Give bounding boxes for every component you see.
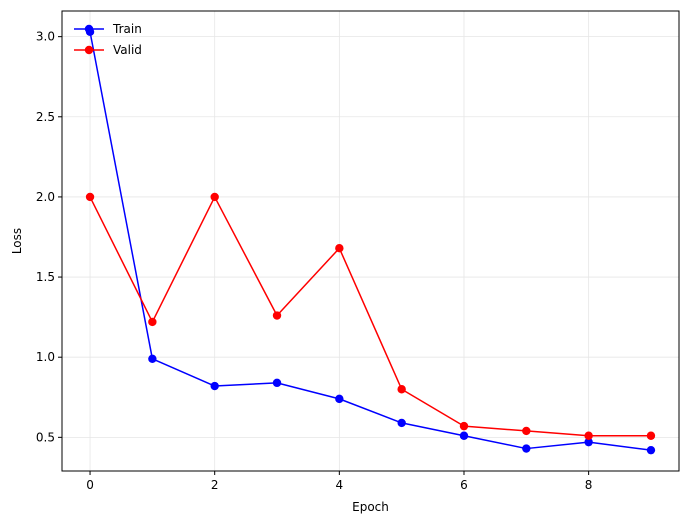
x-tick-label: 6: [460, 478, 468, 492]
train-data-point: [335, 394, 344, 404]
valid-data-point: [522, 426, 531, 436]
y-tick-label: 3.0: [36, 30, 55, 44]
train-legend-marker: [84, 24, 94, 34]
valid-data-point: [397, 385, 406, 394]
valid-data-point: [148, 317, 157, 327]
valid-data-point: [584, 431, 593, 440]
x-tick-label: 8: [585, 478, 593, 492]
x-tick-label: 4: [336, 478, 344, 492]
train-data-point: [210, 381, 219, 391]
train-data-point: [522, 444, 531, 453]
valid-data-point: [335, 244, 344, 253]
valid-data-point: [272, 311, 282, 320]
train-data-point: [459, 431, 469, 440]
y-tick-label: 0.5: [36, 430, 55, 444]
train-data-point: [148, 354, 157, 364]
train-data-point: [584, 437, 593, 447]
valid-legend-label: Valid: [113, 43, 142, 57]
x-tick-label: 2: [211, 478, 219, 492]
train-series-line: [89, 31, 652, 451]
y-tick-label: 1.5: [36, 270, 55, 284]
x-tick-label: 0: [86, 478, 94, 492]
x-axis-label: Epoch: [352, 500, 389, 514]
x-axis-ticks: 0 2 4 6 8: [86, 471, 592, 492]
valid-series-line: [89, 196, 651, 437]
valid-data-point: [459, 421, 469, 431]
train-data-point: [646, 445, 656, 455]
train-data-point: [272, 378, 282, 388]
valid-data-point: [210, 192, 219, 202]
valid-data-point: [85, 192, 95, 202]
valid-data-point: [646, 431, 656, 440]
y-tick-label: 2.5: [36, 110, 55, 124]
legend: Train Valid: [74, 22, 142, 57]
plot-frame: [61, 10, 680, 472]
y-axis-label: Loss: [10, 228, 24, 254]
valid-legend-marker: [84, 45, 94, 55]
y-axis-ticks: 0.5 1.0 1.5 2.0 2.5 3.0: [36, 30, 62, 444]
y-tick-label: 1.0: [36, 350, 55, 364]
grid: [62, 11, 679, 471]
train-data-point: [397, 418, 406, 428]
train-legend-label: Train: [112, 22, 142, 36]
plot-area: [62, 11, 679, 471]
y-tick-label: 2.0: [36, 190, 55, 204]
